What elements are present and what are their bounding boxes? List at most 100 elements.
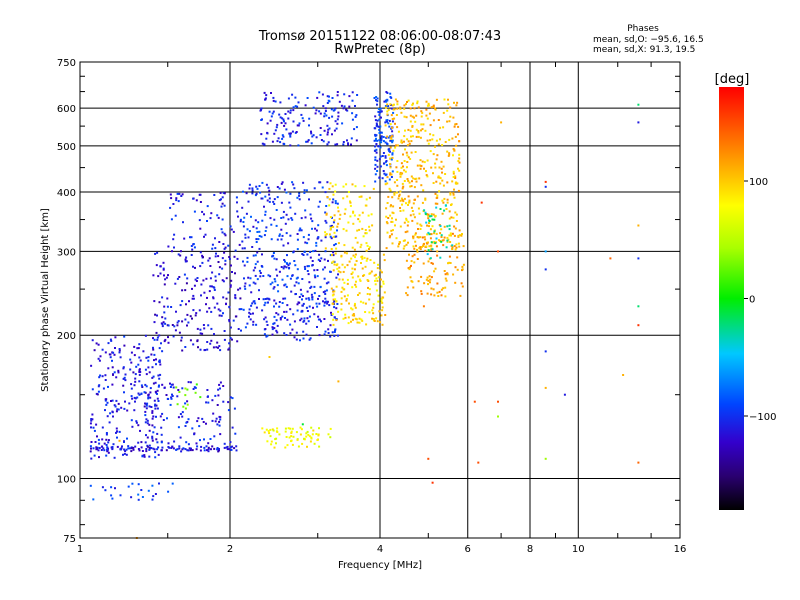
data-point [407,99,410,102]
data-point [229,441,232,444]
data-point [452,193,455,196]
data-point [326,102,329,104]
data-point [214,394,217,397]
data-point [292,183,295,186]
data-point [146,419,149,422]
data-point [255,323,258,326]
data-point [328,187,331,190]
data-point [412,213,415,216]
data-point [278,433,281,436]
data-point [427,142,430,145]
data-point [433,218,436,221]
data-point [391,139,394,142]
data-point [395,218,397,221]
data-point [257,221,260,224]
data-point [192,243,195,245]
data-point [229,446,232,449]
data-point [426,117,429,120]
data-point [407,220,410,223]
data-point [448,224,451,227]
data-point [411,210,414,212]
data-point [304,268,307,270]
data-point [247,200,250,203]
data-point [172,386,175,389]
data-point [284,430,287,433]
data-point [101,445,104,448]
data-point [436,154,439,157]
data-point [385,173,388,176]
data-point [438,224,441,226]
data-point [151,417,154,420]
data-point [199,265,202,268]
data-point [462,245,465,248]
data-point [346,195,349,198]
data-point [89,422,92,425]
data-point [393,117,396,120]
data-point [178,445,181,448]
data-point [353,214,356,217]
data-point [423,161,426,164]
data-point [114,405,117,408]
data-point [107,441,110,444]
data-point [305,432,308,435]
data-point [159,415,162,418]
data-point [246,256,249,259]
data-point [403,221,406,224]
data-point [420,292,423,295]
data-point [433,230,436,233]
data-point [377,125,380,128]
data-point [223,247,226,250]
data-point [419,236,422,239]
data-point [228,305,231,308]
data-point [430,241,433,244]
data-point [163,274,165,277]
data-point [178,391,181,393]
data-point [385,91,388,93]
data-point [380,297,383,300]
data-point [340,104,343,107]
data-point [295,131,298,133]
data-point [375,317,378,320]
data-point [319,112,322,115]
data-point [122,366,125,369]
data-point [377,145,380,148]
data-point [323,304,326,307]
data-point [411,219,414,222]
data-point [213,194,216,196]
data-point [399,225,402,228]
data-point [390,173,393,176]
data-point [131,397,134,400]
data-point [167,446,170,448]
data-point [253,300,256,303]
data-point [377,263,379,266]
data-point [237,288,240,291]
data-point [206,341,209,343]
data-point [422,189,425,192]
data-point [138,380,141,383]
data-point [260,107,263,110]
data-point [384,141,387,144]
data-point [454,123,457,126]
data-point [272,429,275,432]
data-point [147,396,150,399]
data-point [386,135,389,138]
data-point [374,279,376,282]
data-point [403,115,406,118]
stats-heading: Phases [627,24,659,34]
data-point [434,145,436,148]
data-point [354,236,357,239]
data-point [208,257,211,260]
data-point [133,409,136,412]
data-point [329,427,332,430]
data-point [326,196,329,198]
data-point [281,181,284,184]
data-point [461,265,464,268]
data-point [297,144,300,147]
data-point [219,349,222,352]
data-point [178,331,181,334]
data-point [335,127,338,130]
data-point [355,126,358,129]
data-point [162,261,165,264]
data-point [300,229,303,232]
data-point [309,213,312,216]
